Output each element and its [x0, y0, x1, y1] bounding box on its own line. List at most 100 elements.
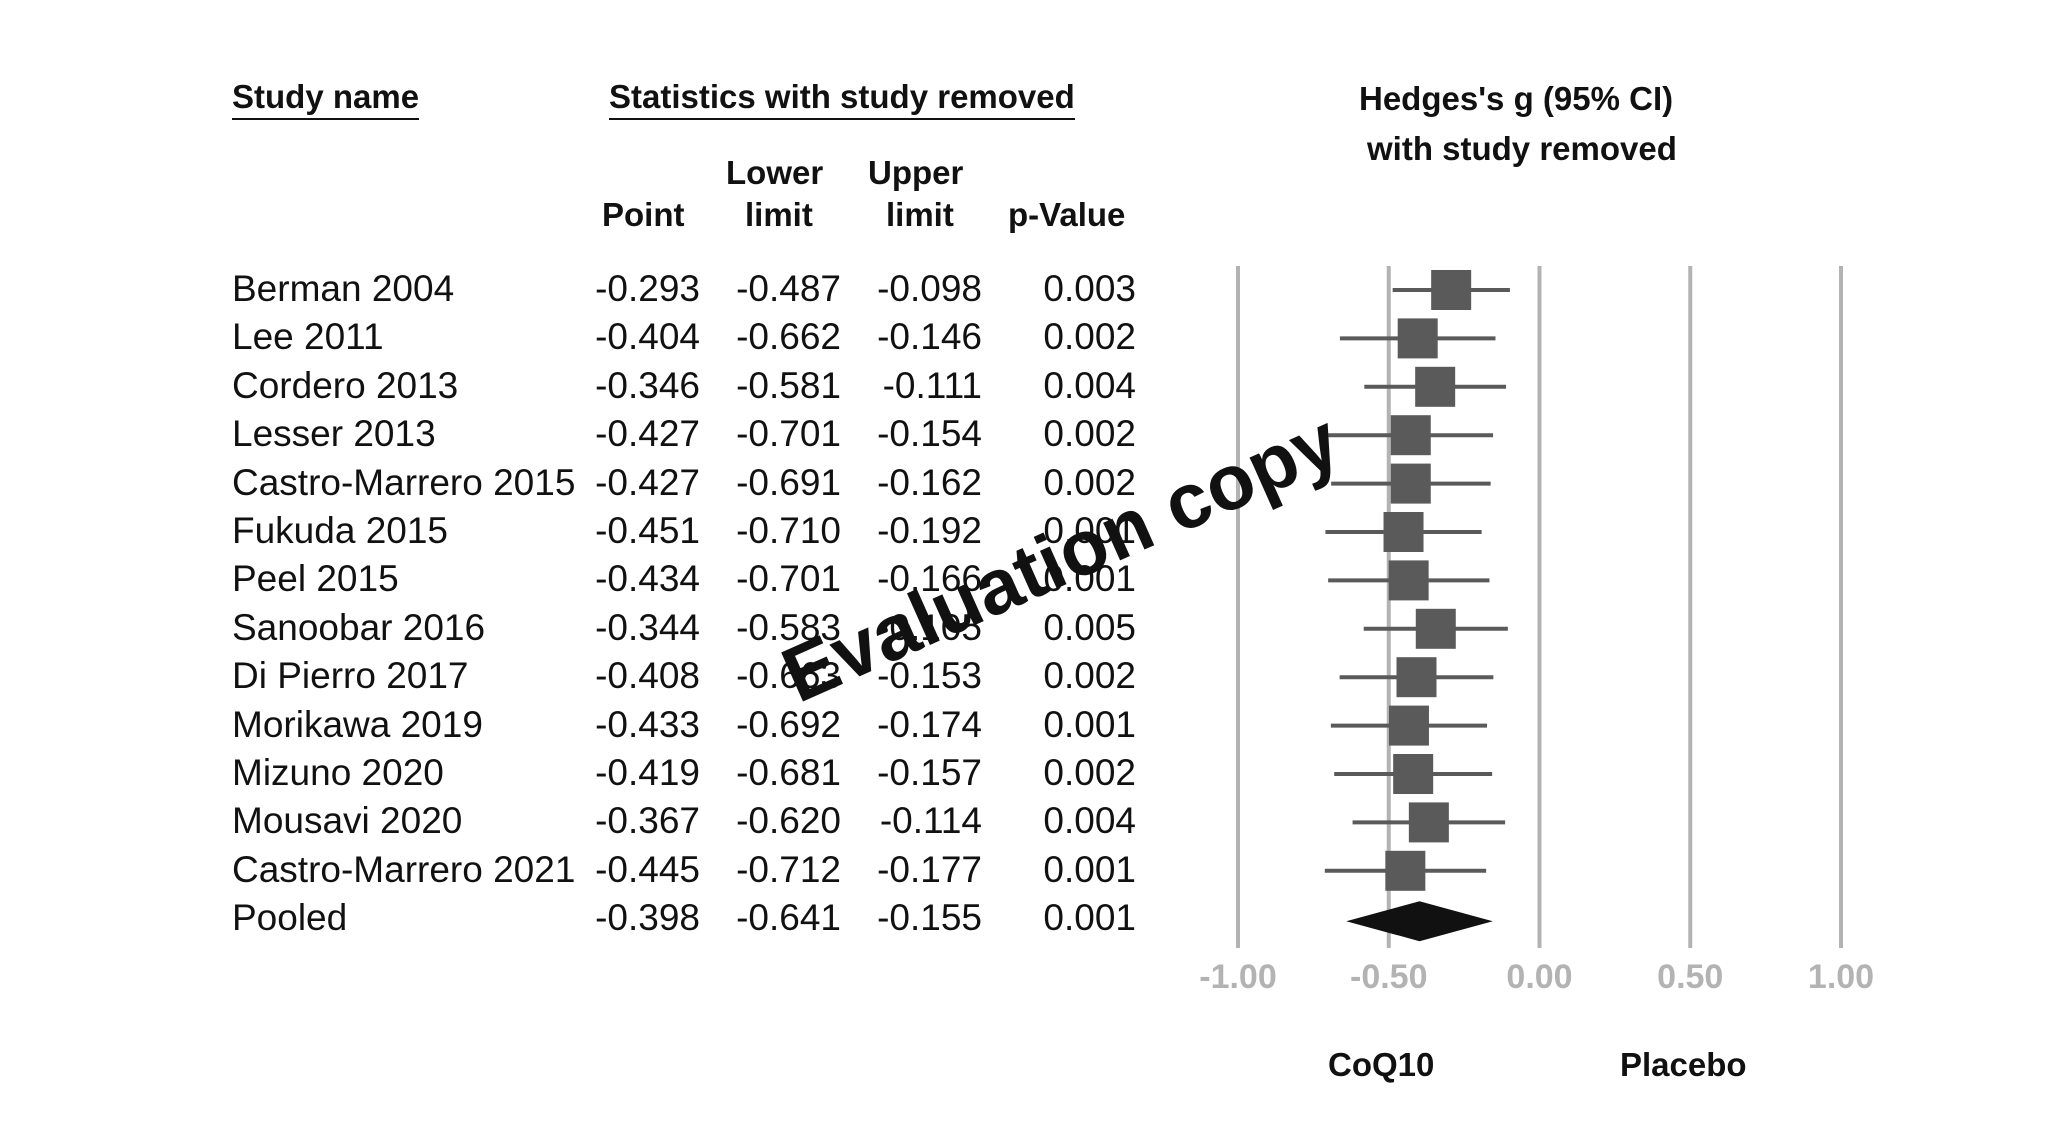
study-name-cell: Di Pierro 2017	[232, 655, 469, 697]
lower-header-line2: limit	[745, 196, 813, 233]
x-tick-label: 0.00	[1506, 958, 1572, 996]
lower-cell: -0.663	[736, 655, 841, 697]
study-name-cell: Mousavi 2020	[232, 800, 463, 842]
study-name-cell: Berman 2004	[232, 268, 455, 309]
point-cell: -0.293	[595, 268, 700, 309]
lower-cell: -0.692	[736, 703, 841, 745]
pvalue-header: p-Value	[1008, 196, 1126, 233]
effect-marker	[1390, 463, 1431, 504]
pvalue-cell: 0.004	[1043, 364, 1136, 406]
effect-marker	[1390, 415, 1431, 456]
pvalue-cell: 0.001	[1043, 897, 1136, 939]
lower-cell: -0.583	[736, 606, 841, 648]
study-name-cell: Mizuno 2020	[232, 752, 444, 793]
lower-cell: -0.641	[736, 897, 841, 939]
forest-header-line1: Hedges's g (95% CI)	[1359, 80, 1674, 117]
effect-marker	[1396, 657, 1437, 698]
effect-marker	[1383, 512, 1424, 552]
upper-cell: -0.192	[877, 510, 982, 551]
lower-cell: -0.701	[736, 558, 841, 600]
point-cell: -0.404	[595, 316, 700, 358]
pvalue-cell: 0.001	[1043, 558, 1136, 600]
study-name-cell: Morikawa 2019	[232, 703, 483, 745]
upper-cell: -0.114	[879, 800, 982, 842]
lower-cell: -0.712	[736, 848, 841, 890]
effect-marker	[1393, 754, 1434, 794]
x-tick-label: 1.00	[1808, 958, 1874, 996]
stats-group-header: Statistics with study removed	[609, 78, 1075, 120]
pvalue-cell: 0.002	[1043, 655, 1136, 697]
pooled-label: Pooled	[232, 897, 348, 939]
study-name-cell: Peel 2015	[232, 558, 399, 600]
x-tick-label: -0.50	[1350, 958, 1428, 996]
upper-cell: -0.162	[877, 461, 982, 503]
effect-marker	[1385, 850, 1426, 891]
point-cell: -0.451	[595, 510, 700, 551]
effect-marker	[1388, 560, 1429, 601]
upper-cell: -0.155	[877, 897, 982, 939]
lower-cell: -0.701	[736, 413, 841, 455]
pvalue-cell: 0.001	[1043, 848, 1136, 890]
study-name-cell: Lesser 2013	[232, 413, 436, 455]
pvalue-cell: 0.001	[1043, 703, 1136, 745]
study-name-cell: Sanoobar 2016	[232, 606, 486, 648]
effect-marker	[1408, 802, 1449, 843]
upper-cell: -0.157	[877, 752, 982, 793]
point-cell: -0.398	[595, 897, 700, 939]
effect-marker	[1415, 608, 1456, 649]
upper-cell: -0.146	[877, 316, 982, 358]
pvalue-cell: 0.002	[1043, 316, 1136, 358]
point-cell: -0.445	[595, 848, 700, 890]
point-header: Point	[602, 196, 685, 233]
point-cell: -0.344	[595, 606, 700, 648]
point-cell: -0.427	[595, 413, 700, 455]
favours-placebo-label: Placebo	[1620, 1046, 1747, 1083]
pvalue-cell: 0.002	[1043, 461, 1136, 503]
point-cell: -0.419	[595, 752, 700, 793]
upper-cell: -0.177	[877, 848, 982, 890]
upper-header-line1: Upper	[868, 154, 964, 191]
pvalue-cell: 0.002	[1043, 752, 1136, 793]
study-name-cell: Castro-Marrero 2015	[232, 461, 576, 503]
effect-marker	[1415, 366, 1456, 407]
lower-cell: -0.581	[736, 364, 841, 406]
pvalue-cell: 0.002	[1043, 413, 1136, 455]
point-cell: -0.434	[595, 558, 700, 600]
pvalue-cell: 0.003	[1043, 268, 1136, 309]
effect-marker	[1397, 318, 1438, 359]
forest-header-line2: with study removed	[1367, 130, 1677, 167]
study-name-cell: Fukuda 2015	[232, 510, 449, 551]
pvalue-cell: 0.004	[1043, 800, 1136, 842]
lower-cell: -0.681	[736, 752, 841, 793]
lower-cell: -0.487	[736, 268, 841, 309]
point-cell: -0.433	[595, 703, 700, 745]
pooled-diamond	[1346, 901, 1493, 942]
study-name-header: Study name	[232, 78, 420, 120]
upper-cell: -0.153	[877, 655, 982, 697]
study-name-cell: Castro-Marrero 2021	[232, 848, 576, 890]
upper-cell: -0.154	[877, 413, 982, 455]
point-cell: -0.427	[595, 461, 700, 503]
pvalue-cell: 0.001	[1043, 510, 1136, 551]
lower-cell: -0.620	[736, 800, 841, 842]
upper-cell: -0.174	[877, 703, 982, 745]
study-name-cell: Cordero 2013	[232, 364, 459, 406]
favours-coq10-label: CoQ10	[1328, 1046, 1435, 1083]
x-tick-label: 0.50	[1657, 958, 1723, 996]
upper-cell: -0.098	[877, 268, 982, 309]
lower-cell: -0.710	[736, 510, 841, 551]
lower-header-line1: Lower	[726, 154, 824, 191]
upper-header-line2: limit	[886, 196, 954, 233]
upper-cell: -0.166	[877, 558, 982, 600]
pvalue-cell: 0.005	[1043, 606, 1136, 648]
point-cell: -0.408	[595, 655, 700, 697]
lower-cell: -0.691	[736, 461, 841, 503]
point-cell: -0.367	[595, 800, 700, 842]
upper-cell: -0.111	[882, 364, 982, 406]
effect-marker	[1431, 270, 1472, 310]
x-tick-label: -1.00	[1199, 958, 1277, 996]
point-cell: -0.346	[595, 364, 700, 406]
effect-marker	[1388, 705, 1429, 746]
lower-cell: -0.662	[736, 316, 841, 358]
